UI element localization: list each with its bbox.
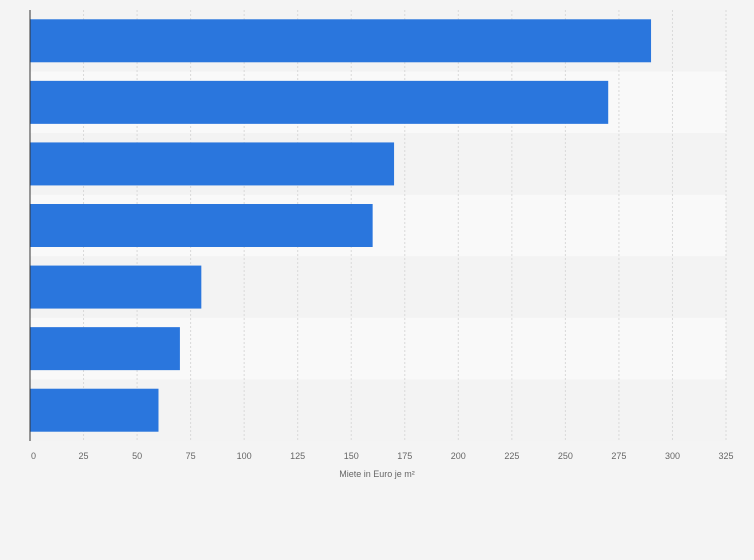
bar — [30, 19, 652, 63]
bar — [30, 265, 202, 309]
x-tick-label: 50 — [132, 451, 142, 461]
x-tick-label: 300 — [665, 451, 680, 461]
x-tick-label: 75 — [186, 451, 196, 461]
x-tick-label: 25 — [79, 451, 89, 461]
bar — [30, 142, 395, 186]
x-tick-label: 100 — [237, 451, 252, 461]
bar — [30, 80, 609, 124]
x-tick-label: 150 — [344, 451, 359, 461]
x-tick-label: 125 — [290, 451, 305, 461]
bar — [30, 204, 373, 247]
x-tick-labels: 0 25 50 75 100 125 150 175 200 225 250 275 300 325 — [31, 451, 734, 461]
x-tick-label: 325 — [718, 451, 733, 461]
x-axis-title: Miete in Euro je m² — [339, 469, 415, 479]
x-tick-label: 175 — [397, 451, 412, 461]
x-tick-label: 200 — [451, 451, 466, 461]
x-tick-label: 275 — [611, 451, 626, 461]
bar — [30, 327, 180, 371]
bars — [30, 19, 652, 432]
bar — [30, 388, 159, 432]
x-tick-label: 250 — [558, 451, 573, 461]
x-tick-label: 225 — [504, 451, 519, 461]
x-tick-label: 0 — [31, 451, 36, 461]
